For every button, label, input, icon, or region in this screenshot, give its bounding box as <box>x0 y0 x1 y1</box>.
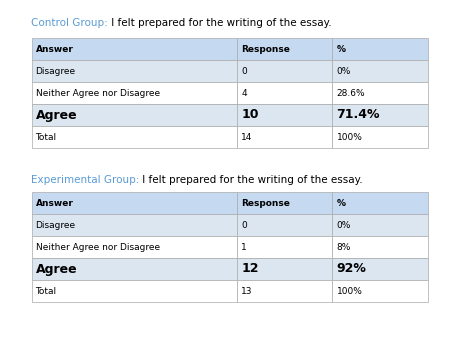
Text: Agree: Agree <box>36 263 77 275</box>
Bar <box>238 38 333 60</box>
Text: Total: Total <box>36 132 57 142</box>
Bar <box>333 280 428 302</box>
Text: 0%: 0% <box>337 67 351 75</box>
Text: Experimental Group:: Experimental Group: <box>31 175 140 185</box>
Text: 13: 13 <box>241 287 253 295</box>
Text: Answer: Answer <box>36 198 73 208</box>
Bar <box>333 60 428 82</box>
Text: 10: 10 <box>241 108 259 121</box>
Text: 4: 4 <box>241 89 247 97</box>
Bar <box>32 126 238 148</box>
Bar <box>333 214 428 236</box>
Bar <box>238 214 333 236</box>
Bar <box>32 280 238 302</box>
Bar <box>238 280 333 302</box>
Text: 28.6%: 28.6% <box>337 89 365 97</box>
Text: 92%: 92% <box>337 263 366 275</box>
Text: Answer: Answer <box>36 45 73 53</box>
Text: Control Group:: Control Group: <box>31 18 108 28</box>
Text: 14: 14 <box>241 132 253 142</box>
Bar <box>32 192 238 214</box>
Bar <box>333 126 428 148</box>
Bar <box>333 82 428 104</box>
Text: 71.4%: 71.4% <box>337 108 380 121</box>
Text: 100%: 100% <box>337 132 362 142</box>
Bar <box>32 82 238 104</box>
Text: Total: Total <box>36 287 57 295</box>
Text: 100%: 100% <box>337 287 362 295</box>
Text: I felt prepared for the writing of the essay.: I felt prepared for the writing of the e… <box>140 175 363 185</box>
Text: 0%: 0% <box>337 220 351 230</box>
Text: %: % <box>337 45 346 53</box>
Bar <box>238 104 333 126</box>
Bar <box>333 192 428 214</box>
Bar <box>333 104 428 126</box>
Text: Disagree: Disagree <box>36 67 76 75</box>
Bar <box>333 38 428 60</box>
Text: 0: 0 <box>241 67 247 75</box>
Bar <box>238 60 333 82</box>
Text: Agree: Agree <box>36 108 77 121</box>
Bar <box>238 82 333 104</box>
Bar <box>32 258 238 280</box>
Text: %: % <box>337 198 346 208</box>
Bar <box>238 258 333 280</box>
Bar <box>32 38 238 60</box>
Bar <box>32 214 238 236</box>
Text: 1: 1 <box>241 242 247 251</box>
Bar <box>238 126 333 148</box>
Text: 12: 12 <box>241 263 259 275</box>
Text: Disagree: Disagree <box>36 220 76 230</box>
Text: 0: 0 <box>241 220 247 230</box>
Text: Response: Response <box>241 198 290 208</box>
Bar <box>238 236 333 258</box>
Bar <box>333 236 428 258</box>
Text: I felt prepared for the writing of the essay.: I felt prepared for the writing of the e… <box>108 18 331 28</box>
Text: Neither Agree nor Disagree: Neither Agree nor Disagree <box>36 89 160 97</box>
Bar <box>333 258 428 280</box>
Bar <box>238 192 333 214</box>
Text: Neither Agree nor Disagree: Neither Agree nor Disagree <box>36 242 160 251</box>
Bar <box>32 236 238 258</box>
Bar <box>32 60 238 82</box>
Text: Response: Response <box>241 45 290 53</box>
Text: 8%: 8% <box>337 242 351 251</box>
Bar <box>32 104 238 126</box>
